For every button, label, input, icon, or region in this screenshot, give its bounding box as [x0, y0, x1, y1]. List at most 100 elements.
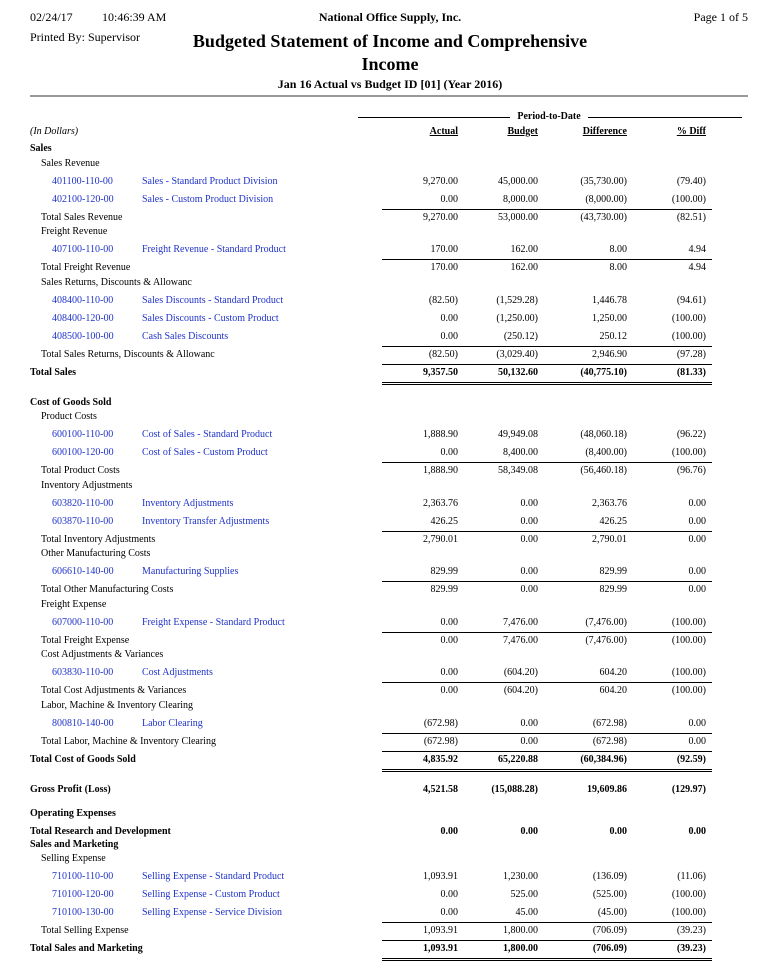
amount: 65,220.88 — [498, 753, 538, 765]
account-number: 607000-110-00 — [52, 616, 114, 628]
group-heading: Freight Revenue — [41, 226, 108, 237]
rule — [382, 381, 712, 385]
amount: (100.00) — [671, 634, 706, 646]
amount: (100.00) — [671, 447, 706, 458]
amount: 162.00 — [510, 262, 539, 273]
column-label: % Diff — [676, 126, 706, 137]
amount: 9,270.00 — [423, 211, 458, 223]
header-rule — [30, 95, 748, 97]
rule — [382, 940, 712, 941]
amount: (48,060.18) — [580, 429, 627, 440]
amount: (1,250.00) — [496, 312, 538, 324]
account-number: 407100-110-00 — [52, 244, 114, 255]
amount: 0.00 — [440, 667, 459, 678]
amount: 0.00 — [688, 497, 707, 509]
amount: 0.00 — [609, 825, 628, 837]
rule — [382, 259, 712, 260]
subtotal-label: Total Inventory Adjustments — [41, 533, 156, 545]
amount: (82.51) — [676, 211, 706, 223]
amount: (82.50) — [428, 348, 458, 360]
account-description: Sales - Custom Product Division — [142, 193, 274, 205]
amount: 4,835.92 — [423, 753, 458, 765]
account-number: 600100-120-00 — [52, 447, 114, 458]
amount: 1,888.90 — [423, 429, 458, 440]
amount: 19,609.86 — [587, 783, 627, 795]
account-description: Freight Revenue - Standard Product — [142, 244, 286, 255]
result-label: Total Research and Development — [30, 825, 171, 837]
amount: (11.06) — [677, 871, 706, 882]
amount: 2,790.01 — [592, 533, 627, 545]
account-number: 603820-110-00 — [52, 497, 114, 509]
subtotal-label: Total Other Manufacturing Costs — [41, 584, 174, 595]
amount: 0.00 — [688, 566, 707, 577]
amount: 829.99 — [430, 566, 459, 577]
group-heading: Freight Expense — [41, 598, 107, 610]
amount: (96.76) — [676, 465, 706, 476]
amount: 53,000.00 — [498, 211, 538, 223]
subtotal-label: Total Labor, Machine & Inventory Clearin… — [41, 735, 216, 747]
account-description: Inventory Adjustments — [142, 497, 234, 509]
amount: 162.00 — [510, 244, 539, 255]
amount: (100.00) — [671, 907, 706, 918]
rule — [382, 768, 712, 772]
amount: 250.12 — [599, 330, 628, 342]
amount: (100.00) — [671, 193, 706, 205]
printed-by: Printed By: Supervisor — [30, 30, 140, 44]
amount: 9,357.50 — [423, 366, 458, 378]
group-heading: Other Manufacturing Costs — [41, 548, 151, 559]
amount: 7,476.00 — [503, 616, 538, 628]
amount: 0.00 — [688, 825, 707, 837]
account-description: Freight Expense - Standard Product — [142, 616, 285, 628]
amount: (81.33) — [676, 366, 706, 378]
amount: 0.00 — [440, 825, 459, 837]
amount: 9,270.00 — [423, 175, 458, 187]
rule — [382, 530, 712, 532]
amount: 0.00 — [520, 533, 539, 545]
amount: (56,460.18) — [580, 465, 627, 476]
amount: 0.00 — [688, 533, 707, 545]
rule — [382, 462, 712, 463]
section-heading: Operating Expenses — [30, 807, 116, 819]
amount: 0.00 — [440, 330, 459, 342]
account-description: Selling Expense - Standard Product — [142, 871, 285, 882]
amount: (604.20) — [503, 667, 538, 678]
rule — [382, 958, 712, 961]
group-heading: Selling Expense — [41, 853, 106, 864]
amount: (39.23) — [676, 925, 706, 936]
amount: 45.00 — [515, 907, 539, 918]
amount: 1,446.78 — [592, 294, 627, 306]
amount: (39.23) — [676, 943, 706, 954]
account-description: Selling Expense - Service Division — [142, 907, 282, 918]
rule — [382, 345, 712, 347]
amount: 1,250.00 — [592, 312, 627, 324]
amount: (706.09) — [592, 925, 627, 936]
account-number: 408400-120-00 — [52, 312, 114, 324]
amount: (35,730.00) — [580, 175, 627, 187]
amount: 45,000.00 — [498, 175, 538, 187]
rule — [382, 750, 712, 752]
amount: 170.00 — [430, 244, 459, 255]
report-subtitle: Jan 16 Actual vs Budget ID [01] (Year 20… — [277, 77, 503, 91]
amount: (8,400.00) — [585, 447, 627, 458]
account-description: Selling Expense - Custom Product — [142, 889, 280, 900]
amount: 0.00 — [688, 584, 707, 595]
amount: 0.00 — [520, 825, 539, 837]
rule — [382, 631, 712, 633]
amount: 49,949.08 — [498, 429, 538, 440]
amount: (60,384.96) — [580, 753, 627, 765]
page-number: Page 1 of 5 — [693, 10, 748, 24]
period-rule — [588, 117, 742, 118]
amount: 604.20 — [599, 667, 628, 678]
amount: 1,800.00 — [503, 943, 538, 954]
amount: 2,363.76 — [592, 497, 627, 509]
amount: (706.09) — [592, 943, 627, 954]
account-number: 408400-110-00 — [52, 294, 114, 306]
amount: (8,000.00) — [585, 193, 627, 205]
amount: (100.00) — [671, 616, 706, 628]
subtotal-label: Total Freight Revenue — [41, 262, 131, 273]
amount: (672.98) — [423, 735, 458, 747]
account-number: 401100-110-00 — [52, 175, 113, 187]
account-number: 800810-140-00 — [52, 717, 114, 729]
amount: (82.50) — [428, 294, 458, 306]
